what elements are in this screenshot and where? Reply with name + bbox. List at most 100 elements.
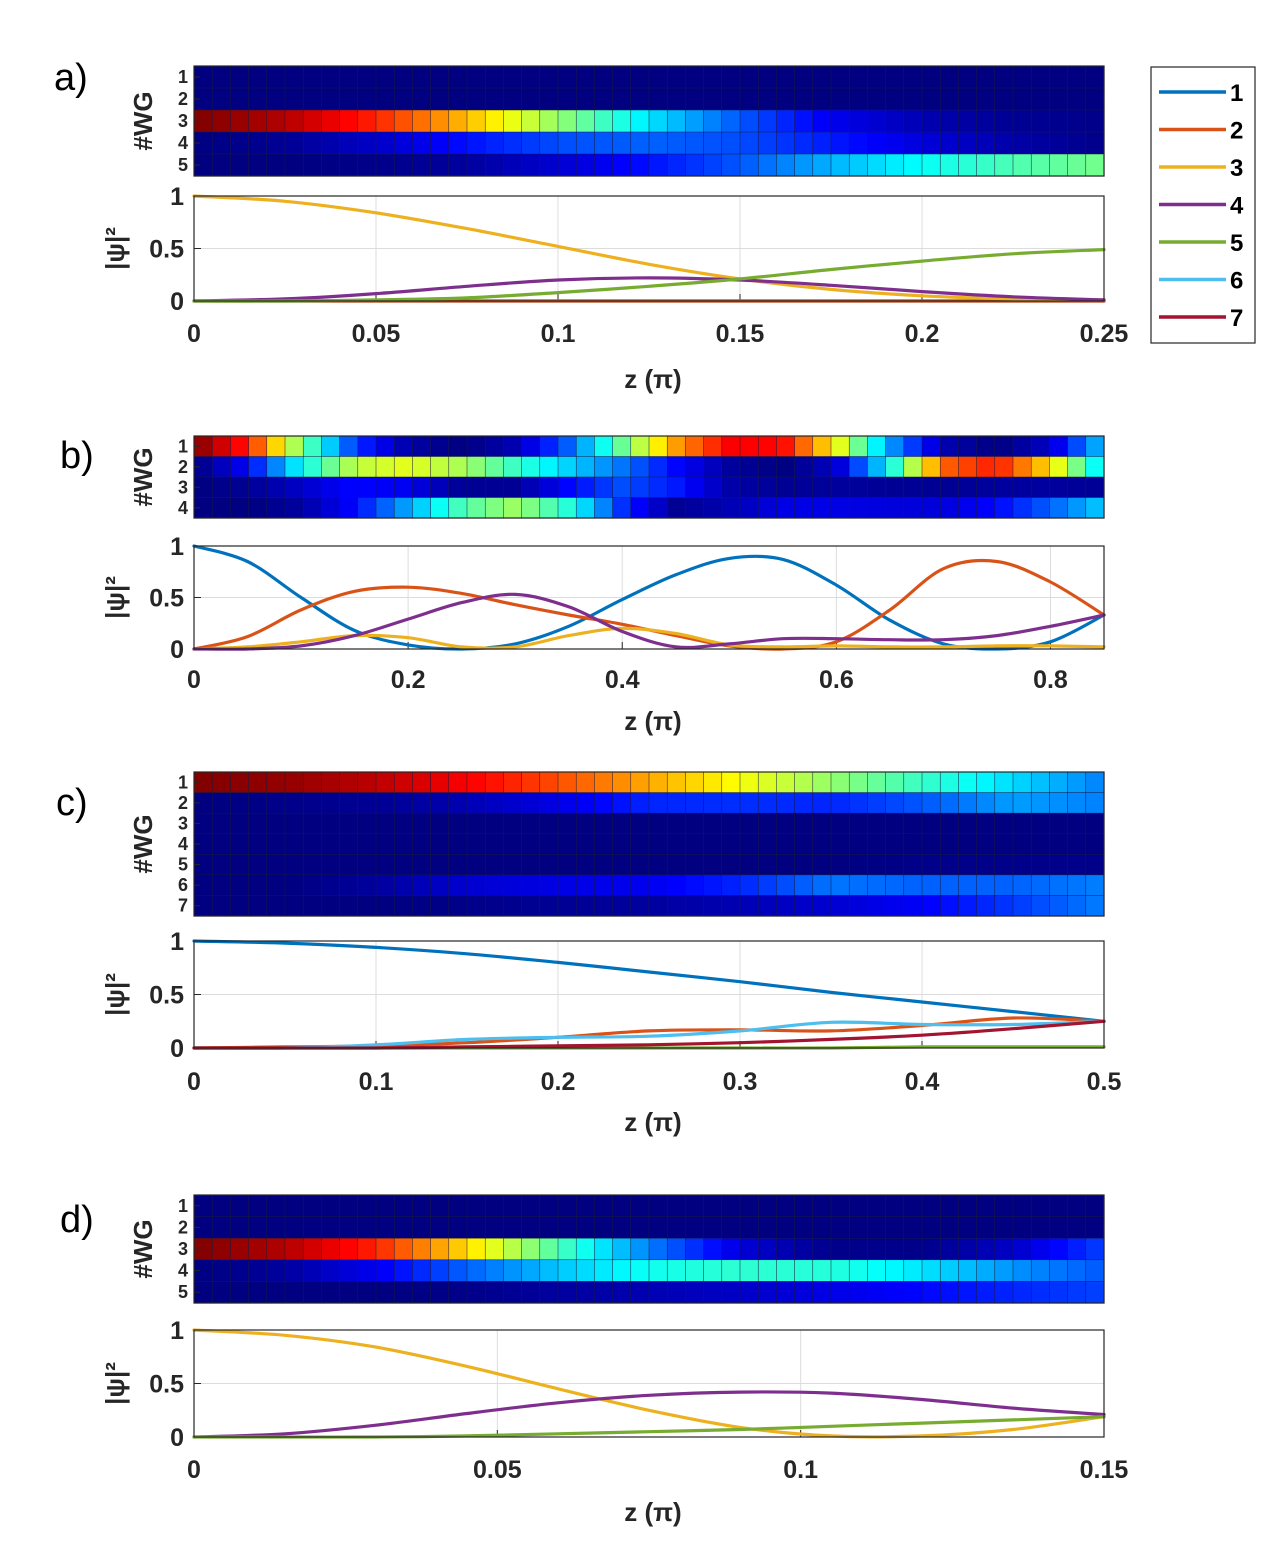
heatmap-cell: [885, 1194, 905, 1218]
heatmap-cell: [321, 854, 341, 876]
heatmap-cell: [958, 1281, 978, 1304]
heatmap-cell: [612, 812, 632, 835]
heatmap-cell: [757, 792, 777, 814]
heatmap-cell: [375, 1194, 395, 1218]
heatmap-cell: [703, 476, 723, 499]
heatmap-cell: [284, 771, 304, 794]
heatmap-cell: [976, 1259, 996, 1282]
heatmap-cell: [1030, 1216, 1050, 1239]
heatmap-cell: [757, 87, 777, 111]
heatmap-cell: [1012, 1281, 1032, 1304]
heatmap-cell: [757, 153, 777, 177]
heatmap-cell: [1085, 476, 1105, 499]
heatmap-row-label: 5: [178, 1282, 188, 1302]
heatmap-cell: [703, 833, 723, 855]
heatmap-cell: [484, 109, 504, 133]
heatmap-cell: [594, 456, 614, 478]
heatmap-cell: [248, 456, 268, 478]
heatmap-cell: [248, 131, 268, 155]
heatmap-cell: [721, 874, 741, 896]
heatmap-cell: [794, 1194, 814, 1218]
heatmap-cell: [357, 771, 377, 794]
heatmap-cell: [339, 895, 359, 917]
heatmap-cell: [757, 1259, 777, 1282]
heatmap-cell: [211, 1216, 231, 1239]
heatmap-cell: [539, 1259, 559, 1282]
heatmap-cell: [521, 771, 541, 794]
heatmap-cell: [630, 497, 650, 519]
heatmap-cell: [757, 1216, 777, 1239]
heatmap-cell: [1030, 771, 1050, 794]
heatmap-cell: [339, 792, 359, 814]
heatmap-cell: [211, 1281, 231, 1304]
heatmap-cell: [630, 771, 650, 794]
heatmap-cell: [1085, 87, 1105, 111]
heatmap-cell: [939, 1259, 959, 1282]
heatmap-cell: [939, 456, 959, 478]
heatmap-cell: [757, 476, 777, 499]
heatmap-cell: [448, 1194, 468, 1218]
heatmap-cell: [430, 874, 450, 896]
heatmap-cell: [612, 87, 632, 111]
heatmap-cell: [539, 131, 559, 155]
heatmap-cell: [430, 87, 450, 111]
heatmap-cell: [666, 833, 686, 855]
heatmap-cell: [885, 109, 905, 133]
heatmap-cell: [575, 1237, 595, 1261]
heatmap-cell: [958, 131, 978, 155]
heatmap-cell: [1067, 435, 1087, 458]
heatmap-cell: [812, 854, 832, 876]
heatmap-cell: [976, 1237, 996, 1261]
heatmap-cell: [612, 109, 632, 133]
heatmap-cell: [848, 792, 868, 814]
heatmap-cell: [776, 1237, 796, 1261]
heatmap-cell: [830, 833, 850, 855]
heatmap-cell: [903, 1237, 923, 1261]
heatmap-cell: [903, 65, 923, 89]
heatmap-cell: [1012, 854, 1032, 876]
heatmap-cell: [612, 1216, 632, 1239]
heatmap-cell: [430, 812, 450, 835]
heatmap-cell: [448, 895, 468, 917]
heatmap-cell: [211, 65, 231, 89]
heatmap-cell: [666, 895, 686, 917]
heatmap-cell: [848, 109, 868, 133]
heatmap-cell: [521, 435, 541, 458]
heatmap-cell: [557, 812, 577, 835]
heatmap-cell: [776, 109, 796, 133]
heatmap-cell: [666, 874, 686, 896]
heatmap-cell: [1067, 497, 1087, 519]
heatmap-cell: [976, 109, 996, 133]
heatmap-cell: [776, 1216, 796, 1239]
heatmap-cell: [739, 1281, 759, 1304]
heatmap-cell: [575, 792, 595, 814]
heatmap-cell: [412, 456, 432, 478]
heatmap-cell: [776, 792, 796, 814]
heatmap-cell: [484, 1194, 504, 1218]
heatmap-cell: [375, 435, 395, 458]
heatmap-cell: [958, 1259, 978, 1282]
heatmap-cell: [703, 812, 723, 835]
heatmap-cell: [885, 874, 905, 896]
heatmap-cell: [1085, 65, 1105, 89]
series-line-4: [192, 1390, 1106, 1439]
heatmap-cell: [830, 109, 850, 133]
heatmap-cell: [393, 65, 413, 89]
heatmap-cell: [1049, 771, 1069, 794]
heatmap-cell: [539, 87, 559, 111]
heatmap-cell: [976, 812, 996, 835]
heatmap-cell: [958, 476, 978, 499]
heatmap-cell: [703, 435, 723, 458]
heatmap-cell: [830, 854, 850, 876]
heatmap-cell: [375, 1281, 395, 1304]
heatmap-row-label: 5: [178, 155, 188, 175]
heatmap-cell: [976, 131, 996, 155]
heatmap-cell: [393, 1259, 413, 1282]
heatmap-cell: [266, 87, 286, 111]
heatmap-cell: [284, 435, 304, 458]
heatmap-cell: [1012, 895, 1032, 917]
heatmap-cell: [612, 456, 632, 478]
heatmap-cell: [885, 833, 905, 855]
heatmap-cell: [339, 833, 359, 855]
heatmap-cell: [393, 1194, 413, 1218]
